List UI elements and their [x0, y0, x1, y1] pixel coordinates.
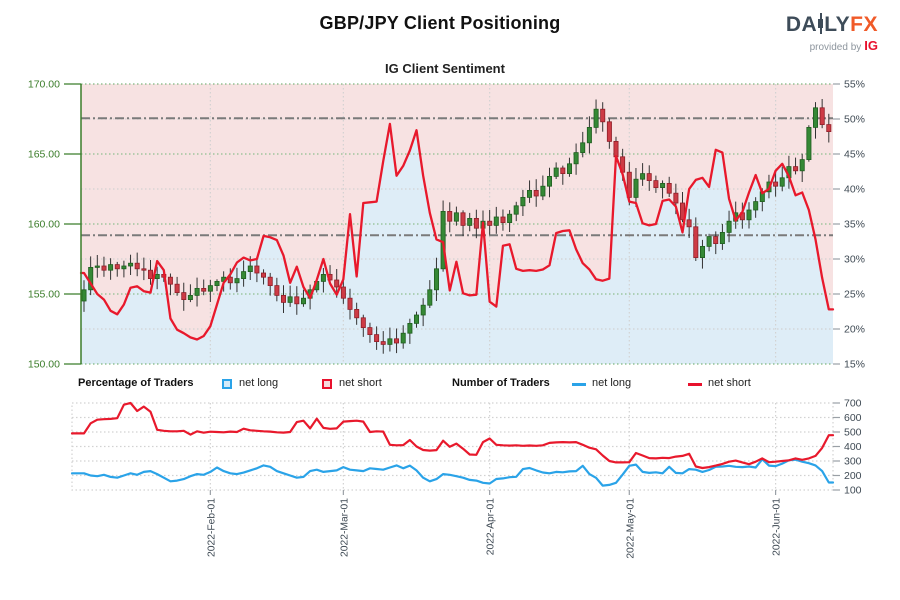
dailyfx-logo: DA LYFX provided by IG — [785, 13, 878, 53]
svg-text:170.00: 170.00 — [28, 79, 60, 91]
svg-text:45%: 45% — [844, 149, 865, 161]
short-area-fill — [81, 84, 833, 340]
net-long-count-line — [70, 458, 835, 487]
svg-text:400: 400 — [844, 441, 862, 453]
number-of-traders-panel: 700 600 500 400 300 200 100 2022-Feb-01 2022-Mar… — [70, 398, 862, 559]
svg-text:30%: 30% — [844, 254, 865, 266]
svg-text:55%: 55% — [844, 79, 865, 91]
long-area-fill — [81, 123, 833, 365]
svg-text:2022-Jun-01: 2022-Jun-01 — [772, 498, 783, 556]
svg-text:2022-Mar-01: 2022-Mar-01 — [339, 498, 350, 557]
svg-text:2022-Feb-01: 2022-Feb-01 — [206, 498, 217, 557]
chart-subtitle: IG Client Sentiment — [385, 61, 505, 76]
legend-net-long-count: net long — [592, 377, 632, 389]
chart-legend: Percentage of Traders net long net short… — [0, 377, 900, 397]
svg-text:2022-May-01: 2022-May-01 — [625, 498, 636, 559]
legend-percentage-label: Percentage of Traders — [78, 377, 194, 389]
reference-lines — [81, 117, 833, 237]
svg-text:160.00: 160.00 — [28, 219, 60, 231]
net-short-line-swatch-icon — [688, 383, 702, 386]
svg-text:40%: 40% — [844, 184, 865, 196]
svg-text:50%: 50% — [844, 114, 865, 126]
main-axes: 170.00 165.00 160.00 155.00 150.00 55% 50% 45% 4… — [28, 79, 865, 371]
svg-text:600: 600 — [844, 412, 862, 424]
svg-text:15%: 15% — [844, 359, 865, 371]
sentiment-area-fills — [81, 84, 833, 365]
net-long-percent-swatch-icon — [222, 379, 232, 389]
candlestick-icon — [818, 13, 824, 34]
logo-text-left: DA — [785, 13, 818, 36]
logo-text-right: LY — [824, 13, 851, 36]
svg-text:2022-Apr-01: 2022-Apr-01 — [486, 498, 497, 556]
page-title: GBP/JPY Client Positioning — [319, 13, 561, 33]
svg-text:200: 200 — [844, 470, 862, 482]
svg-text:700: 700 — [844, 398, 862, 410]
logo-text-accent: FX — [850, 13, 878, 36]
svg-text:20%: 20% — [844, 324, 865, 336]
svg-text:150.00: 150.00 — [28, 359, 60, 371]
legend-net-short-percent: net short — [339, 377, 382, 389]
legend-net-short-count: net short — [708, 377, 751, 389]
svg-text:165.00: 165.00 — [28, 149, 60, 161]
svg-text:35%: 35% — [844, 219, 865, 231]
ig-logo: IG — [864, 38, 878, 53]
svg-text:100: 100 — [844, 485, 862, 497]
candlestick-series — [81, 99, 832, 354]
net-short-count-line — [70, 401, 835, 470]
net-short-percent-swatch-icon — [322, 379, 332, 389]
legend-number-label: Number of Traders — [452, 377, 550, 389]
provided-by-label: provided by — [809, 42, 862, 53]
svg-text:500: 500 — [844, 427, 862, 439]
svg-text:25%: 25% — [844, 289, 865, 301]
net-short-percent-path — [79, 122, 835, 341]
svg-text:300: 300 — [844, 456, 862, 468]
net-long-line-swatch-icon — [572, 383, 586, 386]
legend-net-long-percent: net long — [239, 377, 279, 389]
net-short-percent-line — [79, 122, 835, 341]
svg-text:155.00: 155.00 — [28, 289, 60, 301]
